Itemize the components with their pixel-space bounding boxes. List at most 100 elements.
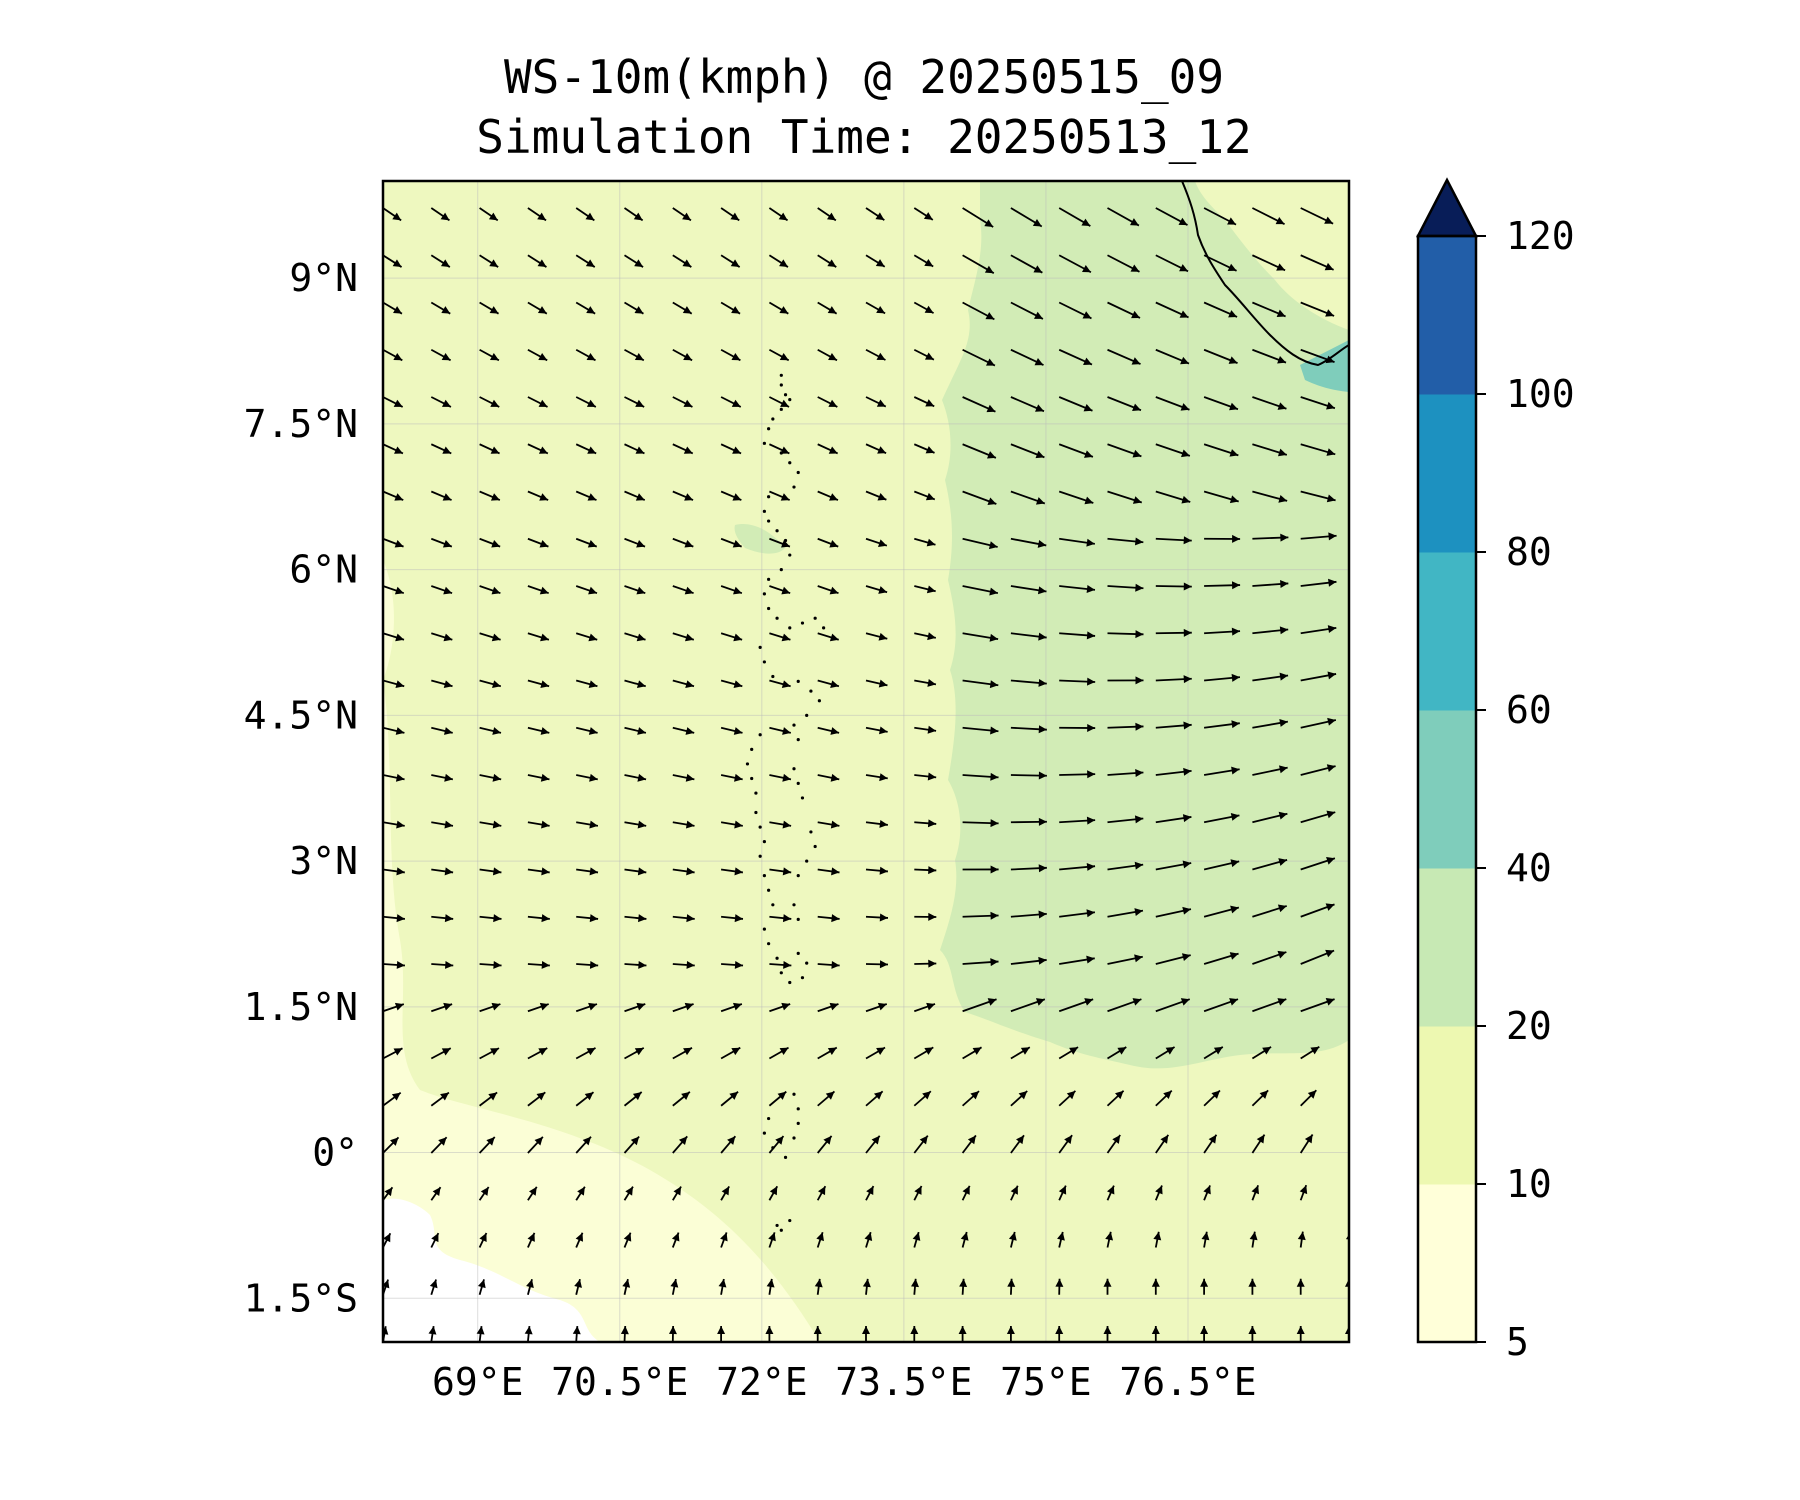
wind-arrow <box>1204 627 1241 636</box>
atoll-dot <box>758 733 762 737</box>
wind-arrow <box>430 396 452 408</box>
atoll-dot <box>762 592 766 596</box>
colorbar-frame <box>1416 234 1478 1344</box>
wind-arrow <box>962 1046 983 1060</box>
wind-arrow <box>1010 348 1044 366</box>
wind-arrow <box>479 914 502 923</box>
wind-arrow <box>817 867 840 876</box>
colorbar-tick-label: 100 <box>1506 372 1575 416</box>
wind-arrow <box>720 443 742 455</box>
wind-arrow <box>672 301 693 315</box>
wind-arrow <box>1058 254 1092 274</box>
wind-arrow <box>479 867 502 876</box>
wind-arrow <box>817 679 840 689</box>
wind-arrow <box>383 726 405 735</box>
map-frame <box>381 179 1351 1344</box>
wind-arrow <box>383 537 404 548</box>
atoll-dot <box>813 616 817 620</box>
wind-arrow <box>865 726 888 735</box>
wind-arrow <box>817 820 840 829</box>
wind-arrow <box>622 1278 631 1295</box>
wind-arrow <box>431 726 453 735</box>
wind-arrow <box>1155 301 1189 319</box>
wind-arrow <box>479 207 499 222</box>
wind-arrow <box>1010 585 1047 595</box>
wind-arrow <box>527 443 549 455</box>
wind-arrow <box>430 443 452 455</box>
wind-arrow <box>575 1136 592 1154</box>
wind-arrow <box>1300 301 1335 317</box>
wind-arrow <box>914 537 936 547</box>
colorbar-segment <box>1418 1026 1476 1185</box>
wind-arrow <box>1299 1184 1308 1201</box>
wind-arrow <box>624 914 647 923</box>
wind-arrow <box>1348 585 1349 586</box>
wind-arrow <box>527 1091 546 1107</box>
atoll-dot <box>809 689 813 693</box>
wind-arrow <box>1058 1185 1067 1201</box>
wind-arrow <box>620 1325 629 1342</box>
wind-arrow <box>1300 207 1334 225</box>
wind-arrow <box>1058 1046 1079 1060</box>
wind-arrow <box>769 914 792 923</box>
wind-arrow <box>1252 443 1288 457</box>
wind-arrow <box>479 632 501 642</box>
wind-arrow <box>865 1046 886 1060</box>
wind-arrow <box>914 866 937 875</box>
wind-arrow <box>1300 443 1336 456</box>
wind-arrow <box>720 679 743 689</box>
atoll-dot <box>767 606 771 611</box>
wind-arrow <box>572 1325 581 1342</box>
colorbar-segment <box>1418 1184 1476 1343</box>
wind-arrow <box>1059 585 1096 594</box>
wind-arrow <box>1348 397 1349 398</box>
wind-arrow <box>479 960 502 969</box>
wind-arrow <box>720 1232 728 1248</box>
wind-arrow <box>913 490 936 501</box>
wind-arrow <box>1300 1046 1320 1060</box>
wind-arrow <box>1348 302 1349 304</box>
wind-arrow <box>769 726 792 735</box>
wind-arrow <box>769 490 791 501</box>
wind-arrow <box>1107 861 1144 871</box>
atoll-dot <box>783 393 788 397</box>
wind-arrow <box>865 301 886 315</box>
wind-arrow <box>672 1186 682 1201</box>
atoll-dot <box>800 796 805 800</box>
wind-arrow <box>768 1185 779 1201</box>
wind-arrow <box>962 585 999 596</box>
wind-arrow <box>862 1278 871 1295</box>
wind-arrow <box>430 1047 452 1060</box>
wind-arrow <box>816 1185 827 1201</box>
wind-arrow <box>624 537 646 548</box>
wind-arrow <box>865 1002 888 1013</box>
wind-arrow <box>1300 764 1336 776</box>
colorbar-tick-label: 5 <box>1506 1320 1529 1364</box>
wind-arrow <box>477 1279 486 1295</box>
wind-arrow <box>1200 1325 1209 1342</box>
wind-arrow <box>576 820 599 829</box>
wind-arrow <box>672 679 695 689</box>
wind-arrow <box>1155 1046 1176 1060</box>
wind-arrow <box>624 254 644 268</box>
wind-arrow <box>962 396 996 413</box>
wind-arrow <box>527 301 548 315</box>
wind-arrow <box>769 1002 791 1013</box>
wind-arrow <box>1203 396 1239 411</box>
wind-arrow <box>1107 583 1144 592</box>
wind-arrow <box>1204 534 1241 543</box>
wind-arrow <box>624 585 646 595</box>
wind-arrow <box>478 1136 496 1154</box>
atoll-dot <box>762 1131 766 1135</box>
wind-arrow <box>1107 537 1144 546</box>
atoll-dot <box>792 1092 796 1096</box>
wind-arrow <box>865 819 888 828</box>
wind-arrow <box>914 632 937 641</box>
wind-arrow <box>913 348 935 361</box>
wind-arrow <box>1251 1089 1269 1107</box>
map-subtitle: Simulation Time: 20250513_12 <box>476 110 1252 164</box>
wind-arrow <box>720 726 743 735</box>
wind-arrow <box>1010 678 1047 687</box>
wind-arrow <box>526 1279 534 1295</box>
wind-arrow <box>1057 1231 1065 1248</box>
